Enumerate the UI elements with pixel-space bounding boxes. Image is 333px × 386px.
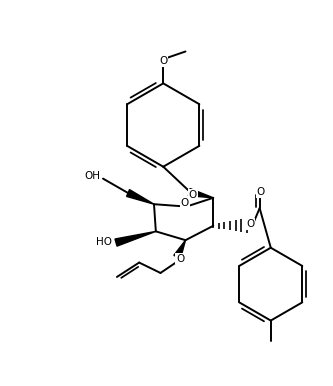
Text: O: O: [246, 219, 254, 229]
Text: O: O: [176, 254, 184, 264]
Text: HO: HO: [96, 237, 112, 247]
Text: O: O: [181, 198, 189, 208]
Polygon shape: [115, 231, 156, 246]
Polygon shape: [174, 240, 185, 259]
Text: O: O: [256, 187, 265, 197]
Polygon shape: [188, 188, 213, 198]
Text: O: O: [189, 190, 197, 200]
Text: O: O: [159, 56, 167, 66]
Text: OH: OH: [84, 171, 100, 181]
Polygon shape: [127, 190, 154, 204]
